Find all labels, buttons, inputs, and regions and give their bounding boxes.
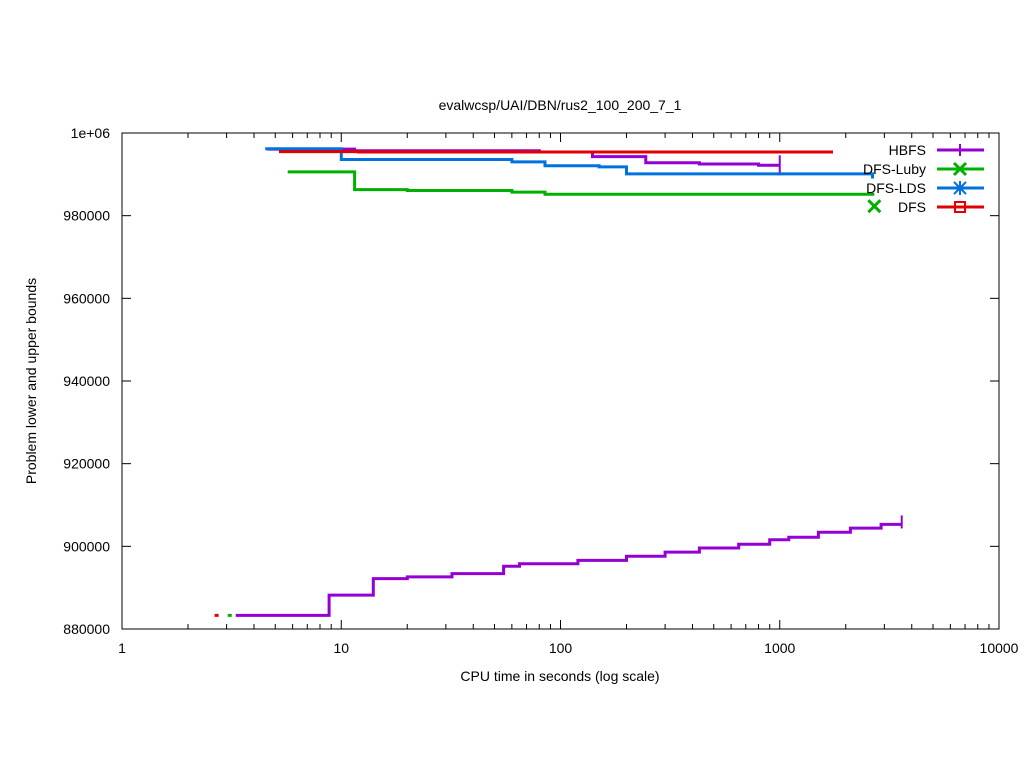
y-tick-label: 1e+06: [71, 125, 111, 141]
legend-label-dfs-luby: DFS-Luby: [863, 161, 926, 177]
y-axis-label: Problem lower and upper bounds: [23, 278, 39, 484]
dfs-lds-upper-bound-line: [265, 147, 874, 179]
series-layer: [214, 147, 903, 617]
x-axis-label: CPU time in seconds (log scale): [460, 668, 659, 684]
legend-marker-dfs-luby: [952, 161, 968, 177]
legend-label-hbfs: HBFS: [889, 142, 926, 158]
y-tick-label: 980000: [63, 208, 110, 224]
x-tick-label: 1000: [764, 640, 795, 656]
legend-label-dfs: DFS: [898, 199, 926, 215]
y-tick-label: 960000: [63, 290, 110, 306]
y-tick-label: 900000: [63, 538, 110, 554]
legend-marker-dfs: [954, 201, 966, 213]
y-axis: 880000 900000 920000 940000 960000 980000 1e+0…: [63, 125, 999, 637]
y-tick-label: 880000: [63, 621, 110, 637]
chart-title: evalwcsp/UAI/DBN/rus2_100_200_7_1: [439, 97, 682, 113]
dfs-luby-upper-bound-line: [287, 170, 875, 196]
legend-marker-hbfs: [954, 144, 966, 156]
legend-label-dfs-lds: DFS-LDS: [866, 180, 926, 196]
x-tick-label: 10: [333, 640, 349, 656]
y-tick-label: 940000: [63, 373, 110, 389]
legend: HBFS DFS-Luby DFS-LDS DFS: [863, 142, 984, 215]
legend-marker-dfs-lds: [953, 181, 967, 195]
dfs-luby-end-marker: [867, 199, 882, 214]
x-tick-label: 1: [118, 640, 126, 656]
x-tick-label: 100: [549, 640, 573, 656]
x-axis: 1 10 100 1000 10000: [118, 133, 1019, 656]
y-tick-label: 920000: [63, 456, 110, 472]
plot-area: [121, 132, 1000, 630]
hbfs-lower-bound-line: [235, 522, 902, 617]
x-tick-label: 10000: [980, 640, 1019, 656]
